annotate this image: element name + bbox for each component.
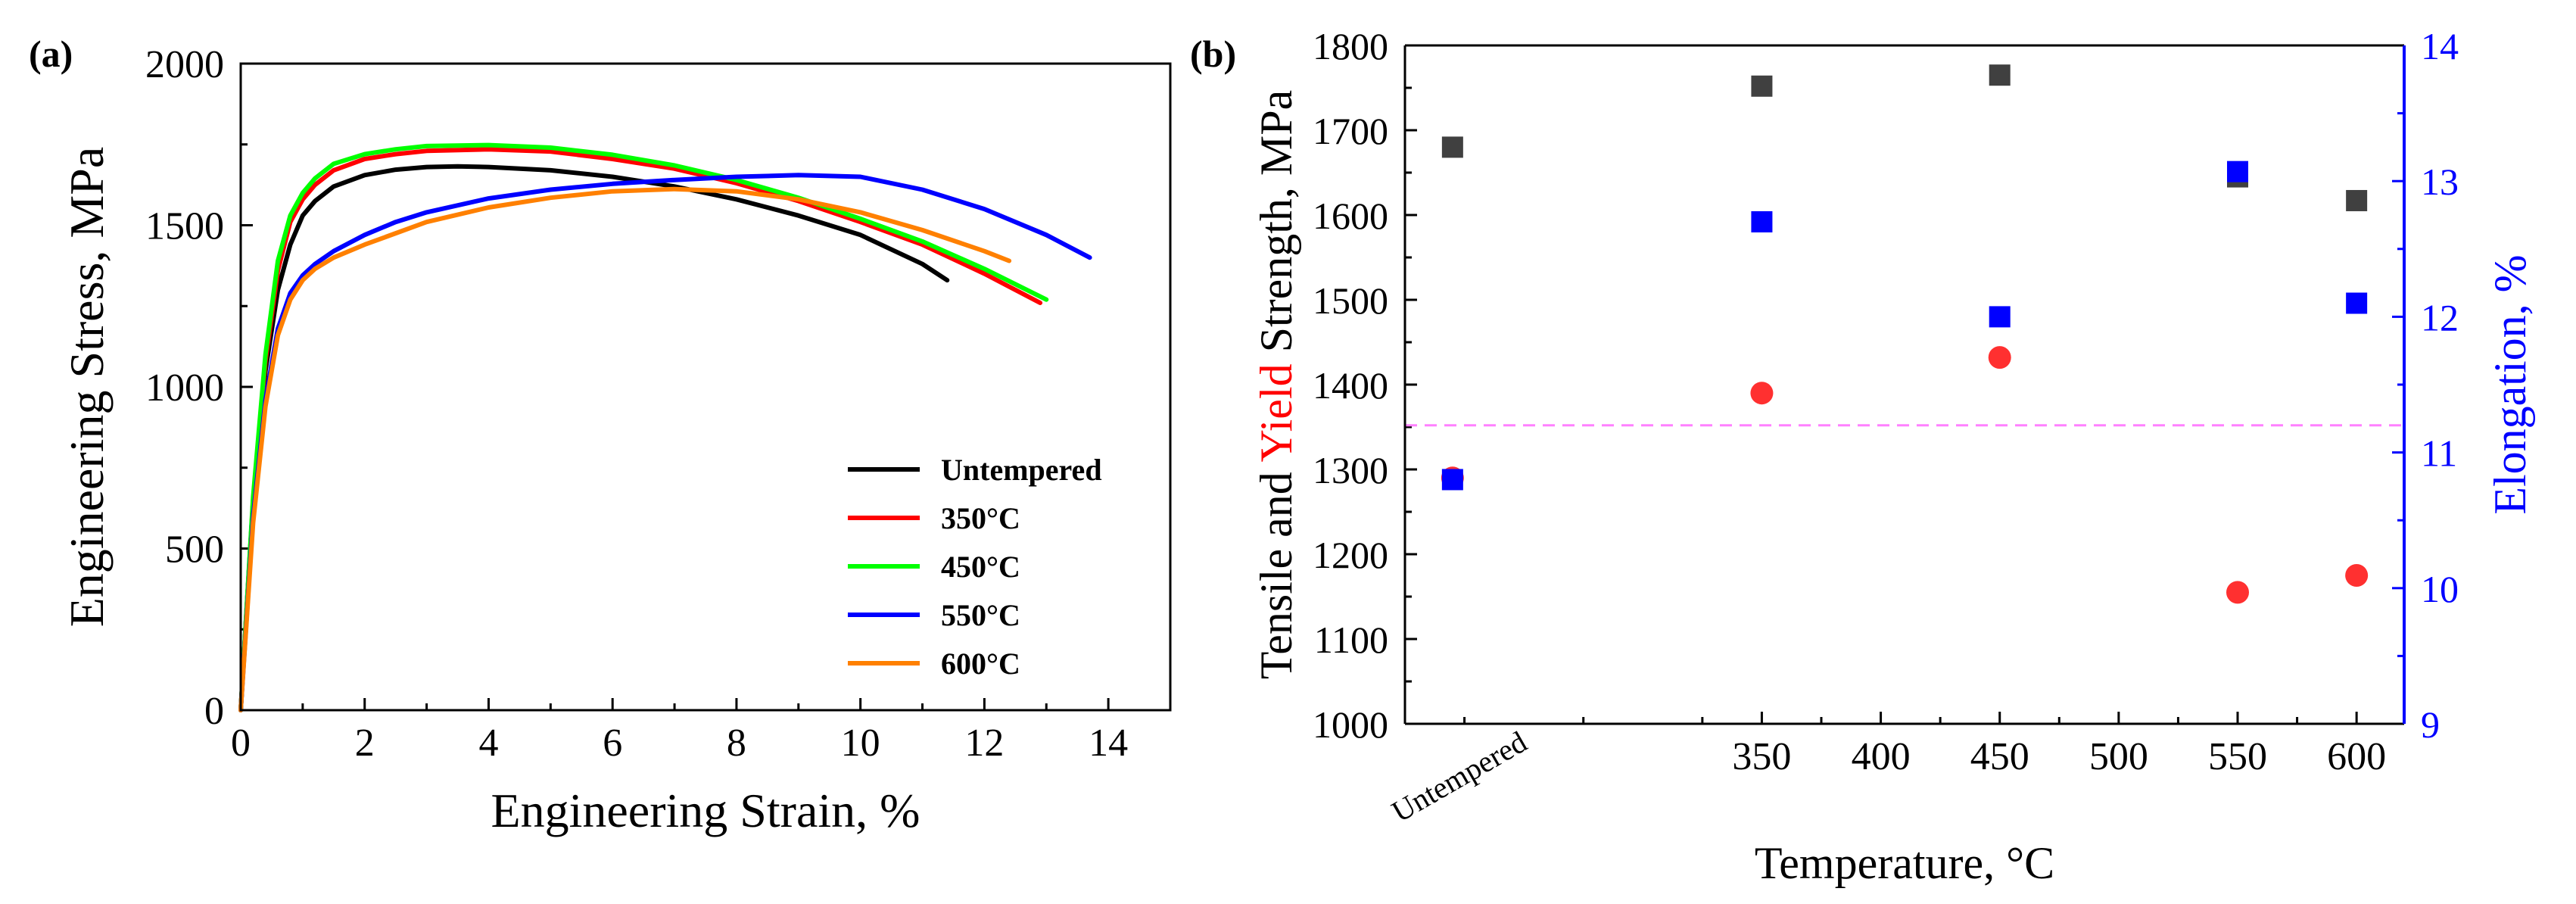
panel-a-y-tick-label: 0	[204, 690, 224, 733]
panel-a-series-lines	[238, 142, 1092, 712]
panel-b-y-label-yield: Yield	[1251, 363, 1301, 462]
point-yield-strength-350	[1750, 382, 1774, 405]
panel-b-y-tick-label: 1200	[1313, 534, 1388, 576]
panel-a-x-tick-label: 0	[231, 722, 251, 765]
point-tensile-strength-Untempered	[1441, 136, 1463, 158]
panel-b-y2-tick-label: 9	[2421, 703, 2440, 746]
panel-b-x-tick-label: 600	[2327, 735, 2386, 778]
panel-a-y-tick-label: 500	[165, 528, 224, 572]
panel-a-ticks: 0 2 4 6 8 10 12 14 0 500 1000 1500 2000	[145, 43, 1128, 765]
legend-label-550°C: 550°C	[941, 598, 1020, 632]
panel-b-y-tick-label: 1000	[1313, 703, 1388, 746]
panel-b-data-points	[1441, 64, 2369, 604]
panel-b-x-tick-label: 500	[2089, 735, 2148, 778]
panel-b-y2-tick-label: 11	[2421, 432, 2457, 475]
point-tensile-strength-350	[1751, 75, 1773, 97]
panel-b-x-tick-label: 550	[2208, 735, 2267, 778]
panel-b-x-tick-label: 350	[1732, 735, 1791, 778]
panel-a-plot-frame	[239, 62, 1172, 712]
point-yield-strength-450	[1988, 346, 2011, 369]
panel-a-x-tick-label: 4	[478, 722, 498, 765]
panel-b-y2-tick-label: 14	[2421, 25, 2459, 67]
panel-b-y-tick-label: 1800	[1313, 25, 1388, 67]
panel-b-ticks: 350 400 450 500 550 600 1000 1100 1200 1300 1400 15…	[1313, 25, 2459, 778]
panel-b-y2-tick-label: 10	[2421, 568, 2459, 610]
point-elongation-550	[2227, 161, 2248, 182]
panel-b-y-tick-label: 1500	[1313, 279, 1388, 322]
panel-a-x-tick-label: 2	[355, 722, 375, 765]
panel-a-y-axis-label: Engineering Stress, MPa	[60, 147, 114, 628]
panel-b-untempered-tick-label: Untempered	[1386, 725, 1533, 829]
panel-a-stress-strain-chart: (a) 0 2 4 6 8 10 12 14 0 500 1000 1500 2000 Engineer…	[29, 33, 1172, 837]
panel-b-label: (b)	[1190, 33, 1236, 75]
legend-label-450°C: 450°C	[941, 550, 1020, 584]
panel-a-label: (a)	[29, 33, 73, 75]
panel-b-y-tick-label: 1600	[1313, 195, 1388, 237]
legend-label-Untempered: Untempered	[941, 453, 1102, 487]
panel-b-y-tick-label: 1700	[1313, 110, 1388, 152]
panel-b-y-label-part-3: Strength, MPa	[1251, 90, 1301, 364]
panel-a-y-tick-label: 1000	[145, 366, 224, 410]
series-line-Untempered	[238, 164, 950, 712]
point-elongation-Untempered	[1441, 469, 1463, 491]
series-line-600°C	[238, 186, 1012, 712]
panel-b-y2-tick-label: 12	[2421, 296, 2459, 338]
point-tensile-strength-450	[1989, 64, 2011, 86]
panel-a-x-tick-label: 6	[603, 722, 622, 765]
legend-label-600°C: 600°C	[941, 647, 1020, 681]
panel-a-y-tick-label: 2000	[145, 43, 224, 86]
legend-label-350°C: 350°C	[941, 501, 1020, 535]
panel-b-y-label-part-1: Tensile and	[1251, 462, 1301, 679]
point-yield-strength-550	[2226, 581, 2249, 604]
panel-b-y-tick-label: 1400	[1313, 364, 1388, 407]
series-line-350°C	[238, 147, 1043, 712]
panel-a-x-tick-label: 14	[1089, 722, 1128, 765]
panel-b-x-tick-label: 450	[1970, 735, 2029, 778]
panel-b-y-tick-label: 1100	[1314, 619, 1388, 661]
point-elongation-350	[1751, 210, 1773, 232]
panel-b-strength-elongation-chart: (b) 350 400 450 500 550 600 1000 1100 1200 1300 14…	[1190, 25, 2535, 888]
panel-a-x-axis-label: Engineering Strain, %	[491, 784, 920, 837]
panel-a-x-tick-label: 10	[841, 722, 880, 765]
point-elongation-600	[2346, 292, 2368, 314]
panel-a-x-tick-label: 8	[727, 722, 746, 765]
panel-a-legend: Untempered 350°C 450°C 550°C 600°C	[848, 453, 1102, 681]
panel-b-right-axis-label: Elongation, %	[2485, 254, 2535, 514]
panel-b-y2-tick-label: 13	[2421, 161, 2459, 203]
point-yield-strength-600	[2345, 564, 2369, 587]
panel-a-y-tick-label: 1500	[145, 205, 224, 248]
panel-b-x-tick-label: 400	[1852, 735, 1911, 778]
panel-a-x-tick-label: 12	[964, 722, 1004, 765]
point-elongation-450	[1989, 306, 2011, 328]
series-line-450°C	[238, 142, 1049, 712]
panel-b-y-tick-label: 1300	[1313, 449, 1388, 491]
point-tensile-strength-600	[2346, 189, 2368, 211]
panel-b-x-axis-label: Temperature, °C	[1755, 838, 2054, 888]
panel-b-y-axis-label: Tensile and Yield Strength, MPa	[1251, 90, 1301, 680]
